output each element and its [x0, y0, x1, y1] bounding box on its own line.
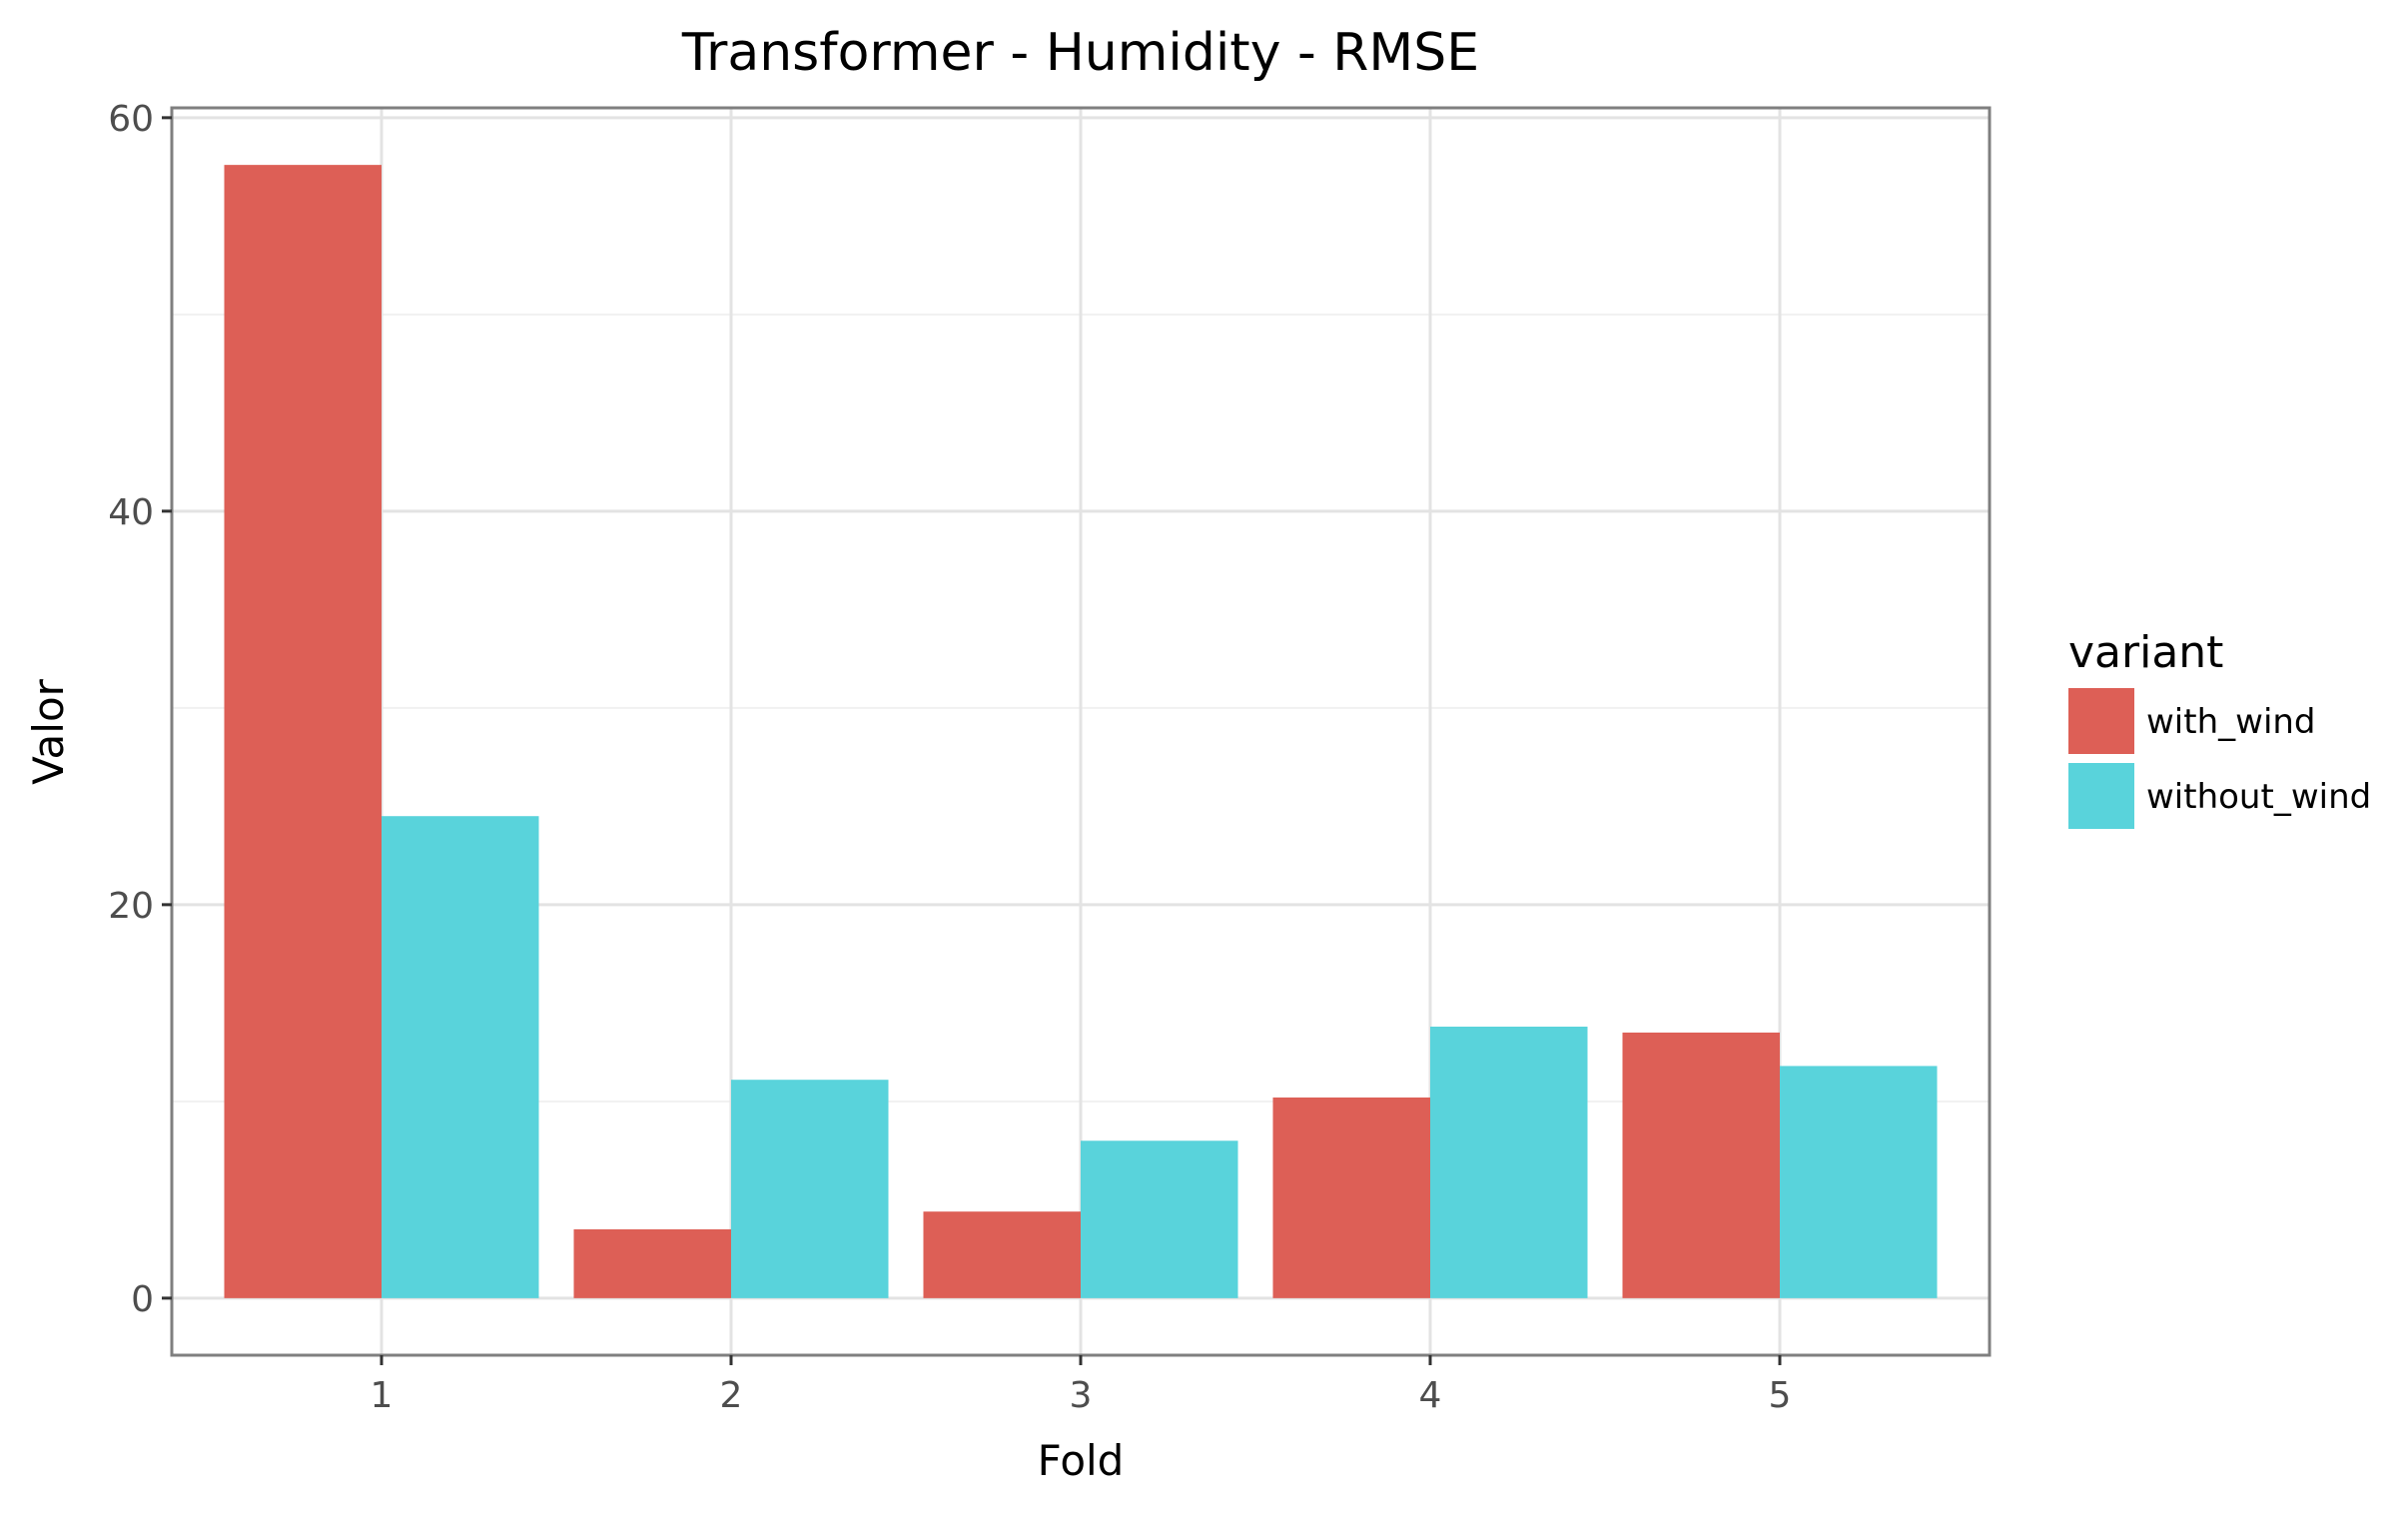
bar-with_wind-fold-2 [573, 1228, 731, 1298]
x-tick-label: 4 [1419, 1375, 1442, 1416]
y-tick-label: 40 [108, 492, 154, 533]
chart-title: Transformer - Humidity - RMSE [681, 23, 1479, 83]
bars [224, 165, 1938, 1298]
bar-without_wind-fold-2 [731, 1080, 889, 1298]
x-tick-label: 1 [371, 1375, 394, 1416]
y-tick-label: 20 [108, 886, 154, 927]
x-tick-label: 2 [720, 1375, 743, 1416]
bar-without_wind-fold-4 [1430, 1027, 1588, 1298]
x-axis-title: Fold [1038, 1436, 1125, 1485]
legend-key-with_wind [2068, 688, 2134, 754]
legend: variant with_wind without_wind [2068, 627, 2371, 829]
legend-label-with_wind: with_wind [2146, 702, 2316, 742]
bar-with_wind-fold-4 [1272, 1097, 1430, 1298]
bar-with_wind-fold-1 [224, 165, 382, 1298]
x-tick-label: 3 [1070, 1375, 1093, 1416]
legend-label-without_wind: without_wind [2146, 777, 2371, 817]
bar-without_wind-fold-5 [1780, 1066, 1938, 1298]
y-tick-label: 0 [131, 1279, 154, 1320]
x-tick-label: 5 [1769, 1375, 1792, 1416]
legend-title: variant [2068, 627, 2223, 678]
y-tick-label: 60 [108, 99, 154, 140]
bar-without_wind-fold-1 [382, 816, 539, 1298]
y-axis-title: Valor [24, 678, 73, 785]
legend-key-without_wind [2068, 763, 2134, 829]
bar-with_wind-fold-5 [1622, 1032, 1780, 1298]
axes: 0 20 40 60 1 2 3 4 5 [108, 99, 1791, 1416]
bar-with_wind-fold-3 [923, 1211, 1081, 1298]
bar-without_wind-fold-3 [1081, 1140, 1238, 1298]
